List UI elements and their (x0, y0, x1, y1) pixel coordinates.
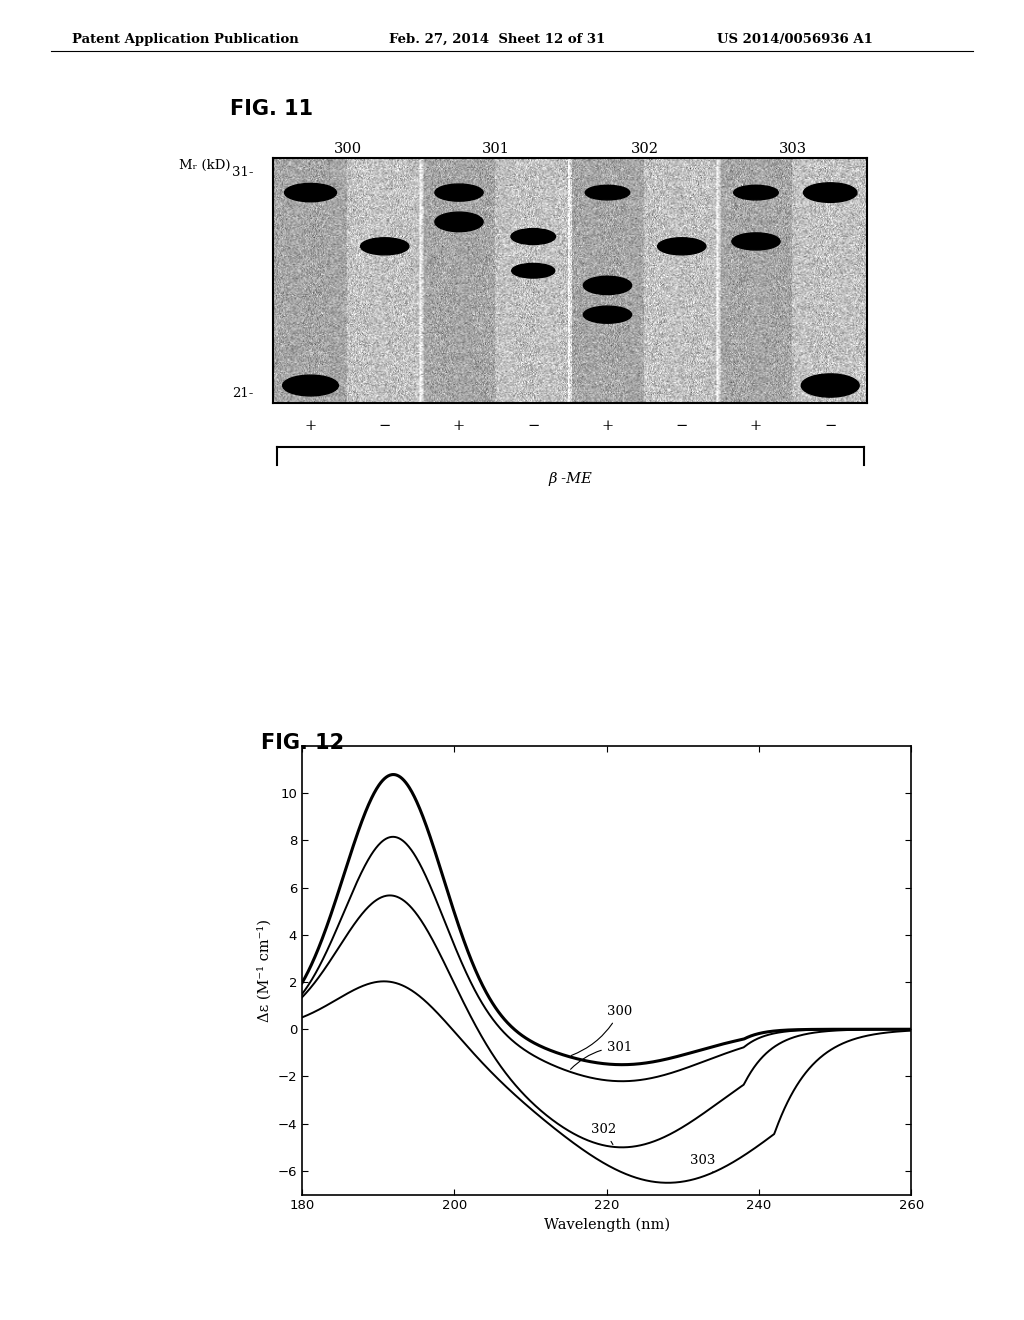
Ellipse shape (511, 228, 556, 244)
Text: +: + (453, 418, 465, 433)
Text: −: − (824, 418, 837, 433)
Text: 301: 301 (570, 1040, 632, 1069)
Text: 303: 303 (779, 143, 807, 156)
Ellipse shape (657, 238, 706, 255)
Ellipse shape (283, 375, 338, 396)
Ellipse shape (435, 213, 483, 232)
Ellipse shape (435, 183, 483, 201)
Text: 301: 301 (482, 143, 510, 156)
Text: −: − (527, 418, 540, 433)
Text: Patent Application Publication: Patent Application Publication (72, 33, 298, 46)
Text: β -ME: β -ME (549, 473, 592, 486)
Y-axis label: Δε (M⁻¹ cm⁻¹): Δε (M⁻¹ cm⁻¹) (258, 919, 272, 1022)
Ellipse shape (360, 238, 409, 255)
Text: 302: 302 (631, 143, 658, 156)
Text: 300: 300 (571, 1005, 632, 1056)
Text: −: − (676, 418, 688, 433)
Text: +: + (601, 418, 613, 433)
Ellipse shape (285, 183, 337, 202)
Text: Feb. 27, 2014  Sheet 12 of 31: Feb. 27, 2014 Sheet 12 of 31 (389, 33, 605, 46)
Text: US 2014/0056936 A1: US 2014/0056936 A1 (717, 33, 872, 46)
Ellipse shape (732, 232, 780, 249)
Text: +: + (750, 418, 762, 433)
Ellipse shape (584, 276, 632, 294)
Text: FIG. 11: FIG. 11 (230, 99, 313, 119)
Text: 303: 303 (690, 1154, 716, 1172)
Text: +: + (304, 418, 316, 433)
Text: 21-: 21- (232, 387, 254, 400)
Text: Mᵣ (kD): Mᵣ (kD) (179, 158, 230, 172)
Text: 302: 302 (592, 1123, 616, 1144)
Text: −: − (379, 418, 391, 433)
Ellipse shape (584, 306, 632, 323)
X-axis label: Wavelength (nm): Wavelength (nm) (544, 1218, 670, 1233)
Ellipse shape (801, 374, 859, 397)
Ellipse shape (804, 183, 857, 202)
Text: 300: 300 (334, 143, 361, 156)
Ellipse shape (586, 185, 630, 199)
Ellipse shape (512, 264, 555, 279)
Text: FIG. 12: FIG. 12 (261, 733, 344, 752)
Ellipse shape (733, 185, 778, 199)
Text: 31-: 31- (232, 166, 254, 180)
